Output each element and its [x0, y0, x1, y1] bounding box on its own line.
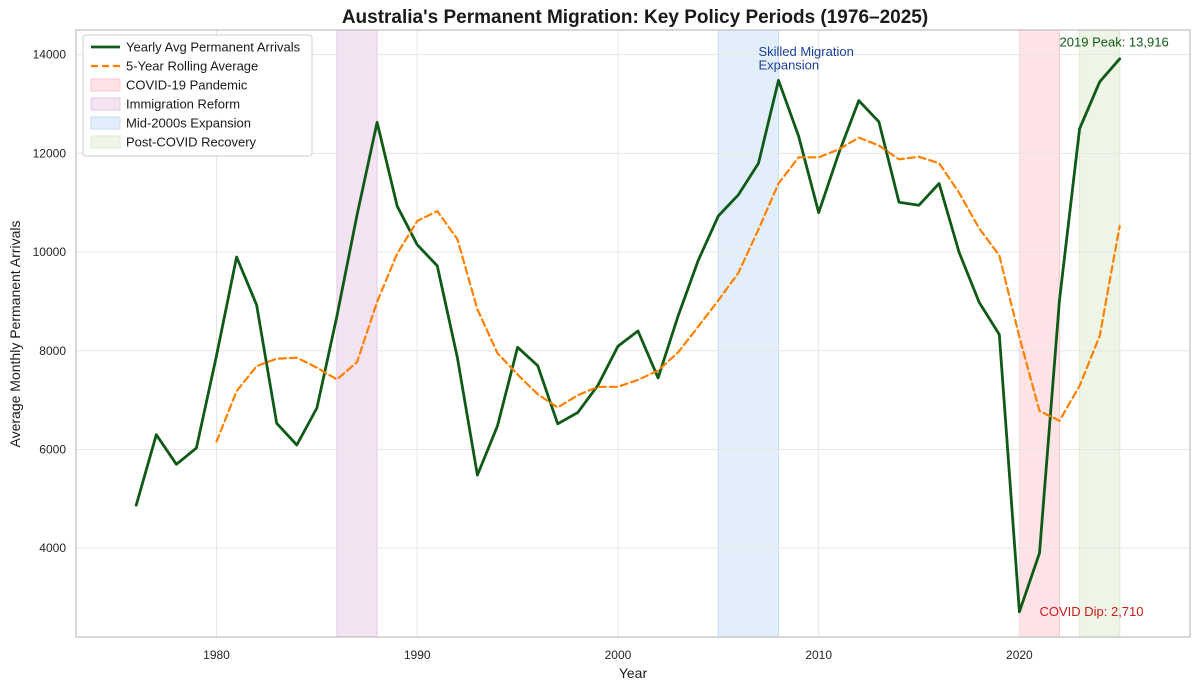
series-line-0: [134, 57, 1122, 614]
x-tick-label-1980: 1980: [203, 648, 230, 662]
band-0: [1018, 29, 1061, 638]
x-tick-label-2020: 2020: [1006, 648, 1033, 662]
legend-swatch-2: [90, 78, 121, 92]
series-line-1: [215, 136, 1121, 443]
legend-label-4: Mid-2000s Expansion: [126, 116, 251, 131]
legend-label-0: Yearly Avg Permanent Arrivals: [126, 40, 301, 55]
y-tick-label-10000: 10000: [33, 245, 67, 259]
chart-title: Australia's Permanent Migration: Key Pol…: [342, 7, 928, 28]
annotation-1: Expansion: [758, 57, 819, 72]
band-2: [717, 29, 780, 638]
y-tick-label-4000: 4000: [39, 541, 66, 555]
legend-label-5: Post-COVID Recovery: [126, 135, 257, 150]
y-tick-label-6000: 6000: [39, 442, 66, 456]
series-lines: [134, 57, 1122, 614]
y-axis-label: Average Monthly Permanent Arrivals: [7, 221, 23, 448]
axis-ticks: 1980 1990 2000 2010 2020 4000 6000 8000 10000 120…: [33, 48, 1033, 662]
legend-box: [82, 34, 313, 157]
legend: Yearly Avg Permanent Arrivals 5-Year Roll…: [82, 34, 313, 157]
y-tick-label-14000: 14000: [33, 48, 67, 62]
x-tick-label-1990: 1990: [404, 648, 431, 662]
legend-label-2: COVID-19 Pandemic: [126, 78, 248, 93]
x-axis-label: Year: [619, 665, 648, 681]
annotation-0: Skilled Migration: [758, 44, 853, 59]
band-1: [336, 29, 378, 638]
legend-swatch-3: [90, 97, 121, 111]
y-tick-label-12000: 12000: [33, 146, 67, 160]
legend-label-3: Immigration Reform: [126, 97, 240, 112]
x-tick-label-2010: 2010: [805, 648, 832, 662]
annotation-2: 2019 Peak: 13,916: [1060, 34, 1169, 49]
plot-frame: [75, 29, 1191, 638]
legend-label-1: 5-Year Rolling Average: [126, 59, 258, 74]
x-tick-label-2000: 2000: [605, 648, 632, 662]
y-tick-label-8000: 8000: [39, 344, 66, 358]
legend-swatch-5: [90, 135, 121, 149]
annotation-3: COVID Dip: 2,710: [1039, 604, 1143, 619]
legend-swatch-4: [90, 116, 121, 130]
